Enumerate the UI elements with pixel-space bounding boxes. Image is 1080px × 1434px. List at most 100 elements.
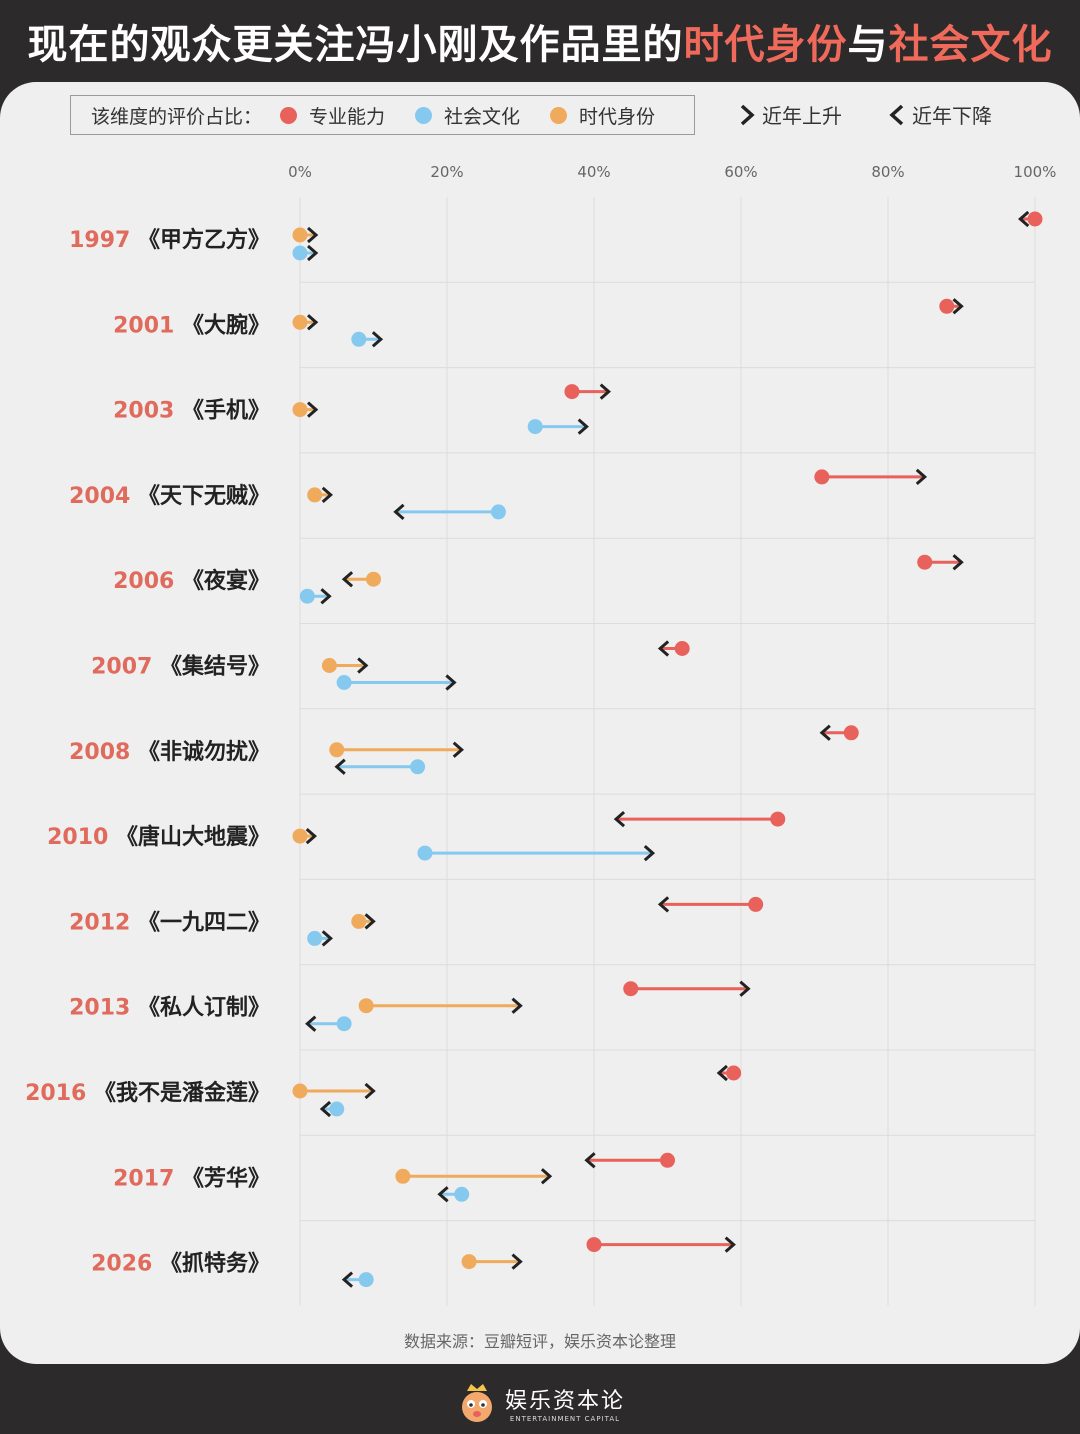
footer-brand: 娱乐资本论 ENTERTAINMENT CAPITAL (0, 1372, 1080, 1434)
data-point-社会文化 (329, 1101, 345, 1117)
data-point-专业能力 (726, 1065, 742, 1081)
x-tick-label: 40% (577, 163, 610, 181)
change-arrow (511, 1253, 523, 1270)
change-arrow (321, 930, 333, 947)
legend-up: 近年上升 (738, 100, 842, 129)
legend-label-pro: 专业能力 (309, 105, 386, 128)
legend-down-label: 近年下降 (912, 104, 992, 128)
change-arrow (643, 844, 656, 862)
data-point-专业能力 (674, 641, 690, 656)
data-point-社会文化 (292, 245, 308, 261)
film-label: 2006 《夜宴》 (113, 568, 270, 594)
x-tick-label: 100% (1014, 163, 1057, 181)
data-point-时代身份 (351, 913, 367, 929)
data-point-时代身份 (292, 828, 308, 844)
film-label: 2001 《大腕》 (113, 312, 270, 338)
change-arrow (577, 418, 589, 435)
legend-down: 近年下降 (888, 100, 992, 129)
change-arrow (437, 1186, 449, 1203)
data-point-社会文化 (417, 845, 433, 861)
x-tick-label: 80% (871, 163, 904, 181)
change-arrow (599, 383, 611, 400)
film-label: 2026 《抓特务》 (91, 1251, 270, 1277)
data-point-社会文化 (527, 419, 543, 435)
data-point-社会文化 (299, 588, 315, 604)
data-point-时代身份 (329, 742, 345, 758)
legend-up-label: 近年上升 (762, 104, 842, 128)
legend-item-culture: 社会文化 (415, 102, 520, 129)
x-tick-label: 0% (288, 163, 312, 181)
title-part-3: 与 (847, 22, 889, 68)
film-label: 2012 《一九四二》 (69, 910, 270, 935)
data-point-专业能力 (917, 554, 933, 570)
data-point-时代身份 (292, 314, 308, 330)
x-tick-label: 60% (724, 163, 757, 181)
change-arrow (716, 1064, 728, 1082)
change-arrow (371, 331, 384, 348)
legend-label-era: 时代身份 (579, 105, 656, 128)
data-point-专业能力 (660, 1152, 675, 1168)
data-point-专业能力 (770, 811, 786, 827)
film-label: 2007 《集结号》 (91, 654, 270, 680)
film-label: 2013 《私人订制》 (69, 996, 270, 1021)
change-arrow (320, 588, 332, 605)
film-label: 2016 《我不是潘金莲》 (25, 1080, 270, 1106)
change-arrow (319, 1100, 332, 1118)
change-arrow (657, 640, 670, 657)
change-arrow (341, 1271, 354, 1288)
film-label: 2008 《非诚勿扰》 (69, 739, 270, 765)
data-point-专业能力 (623, 981, 639, 997)
data-point-时代身份 (358, 998, 374, 1014)
change-arrow (511, 997, 523, 1014)
data-point-社会文化 (307, 930, 323, 946)
data-point-社会文化 (358, 1272, 374, 1288)
legend-label-culture: 社会文化 (444, 105, 521, 128)
data-point-时代身份 (292, 1083, 308, 1099)
chevron-left-icon (889, 104, 904, 125)
change-arrow (819, 724, 831, 741)
change-arrow (307, 314, 319, 331)
title-part-1: 现在的观众更关注冯小刚及作品里的 (27, 22, 684, 68)
change-arrow (613, 810, 626, 828)
change-arrow (540, 1168, 553, 1185)
legend-item-pro: 专业能力 (280, 102, 385, 129)
data-point-时代身份 (461, 1254, 477, 1270)
film-label: 2017 《芳华》 (113, 1165, 270, 1191)
data-point-专业能力 (939, 298, 955, 314)
change-arrow (393, 503, 405, 521)
change-arrow (307, 226, 319, 244)
page-title: 现在的观众更关注冯小刚及作品里的 时代身份与社会文化 (0, 0, 1080, 82)
chart-panel: 该维度的评价占比： 专业能力 社会文化 时代身份 近年上升 近年下降 0% 20%… (0, 82, 1080, 1364)
change-arrow (334, 758, 346, 775)
change-arrow (364, 1082, 376, 1100)
data-point-时代身份 (395, 1168, 411, 1184)
data-point-专业能力 (1027, 211, 1043, 227)
data-point-社会文化 (454, 1186, 470, 1202)
change-arrow (305, 1015, 317, 1032)
data-point-专业能力 (814, 469, 830, 485)
data-point-时代身份 (292, 227, 308, 243)
data-point-时代身份 (307, 487, 323, 503)
legend-dot-era (550, 106, 568, 124)
x-tick-label: 20% (430, 163, 463, 181)
data-point-专业能力 (748, 896, 764, 912)
change-arrow (307, 401, 319, 418)
legend: 该维度的评价占比： 专业能力 社会文化 时代身份 (70, 95, 695, 135)
change-arrow (341, 571, 354, 588)
film-label: 2004 《天下无贼》 (69, 484, 270, 509)
film-label: 2003 《手机》 (113, 399, 270, 424)
change-arrow (952, 298, 964, 315)
data-point-时代身份 (321, 658, 337, 673)
data-point-社会文化 (410, 759, 426, 775)
data-point-社会文化 (490, 504, 506, 520)
data-point-社会文化 (336, 675, 352, 690)
footer-brand-name: 娱乐资本论 (504, 1389, 625, 1414)
change-arrow (739, 980, 751, 997)
legend-dot-culture (415, 106, 433, 124)
data-point-时代身份 (366, 571, 381, 587)
change-arrow (364, 913, 376, 930)
change-arrow (915, 468, 928, 486)
film-label: 2010 《唐山大地震》 (47, 824, 270, 850)
change-arrow (952, 554, 964, 571)
change-arrow (724, 1236, 736, 1253)
